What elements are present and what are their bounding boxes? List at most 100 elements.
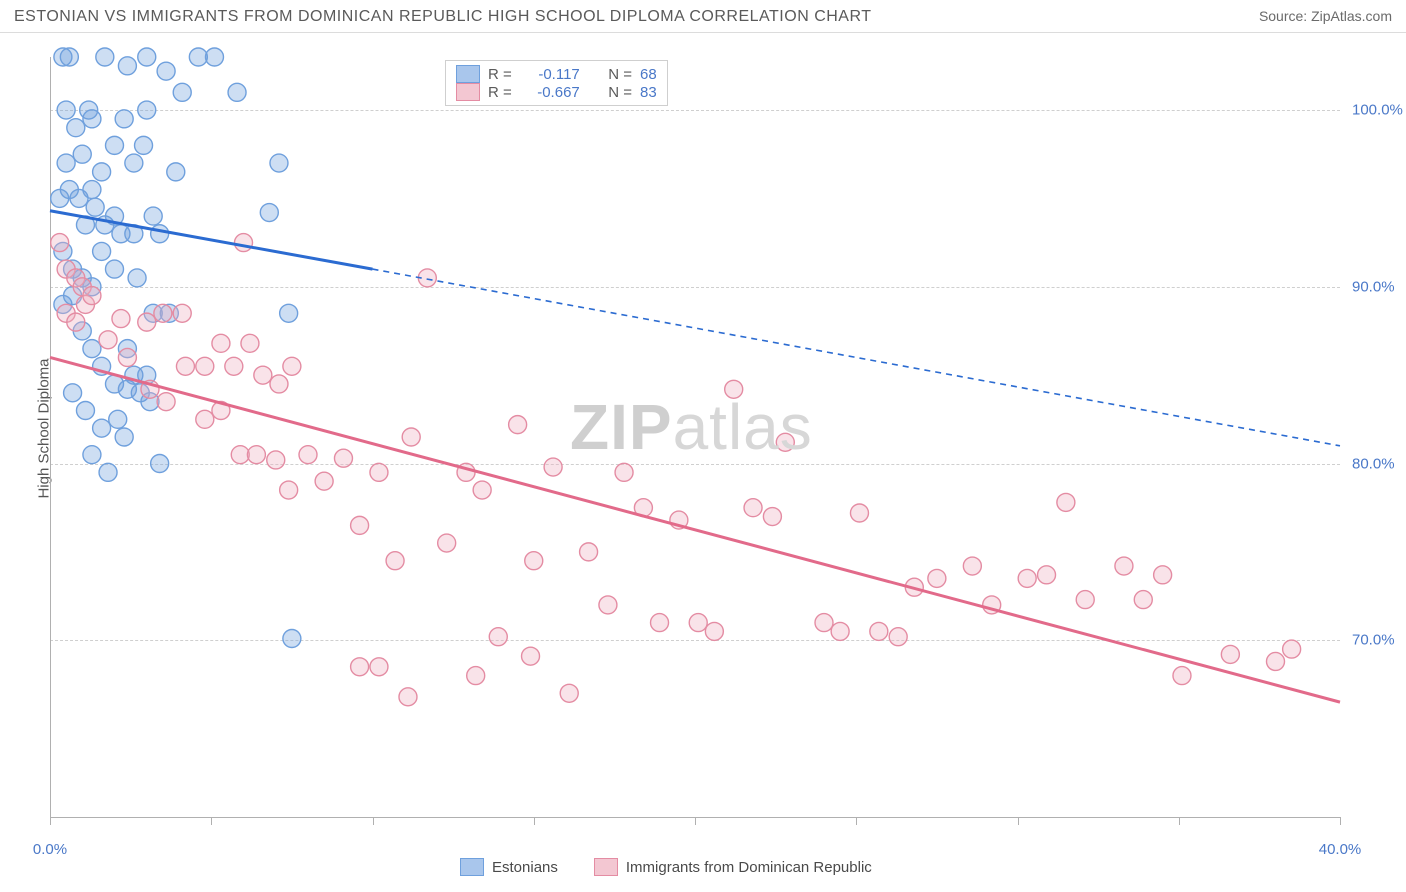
data-point bbox=[196, 410, 214, 428]
data-point bbox=[93, 419, 111, 437]
data-point bbox=[64, 384, 82, 402]
data-point bbox=[93, 163, 111, 181]
data-point bbox=[73, 145, 91, 163]
data-point bbox=[99, 463, 117, 481]
data-point bbox=[763, 508, 781, 526]
data-point bbox=[60, 48, 78, 66]
r-label: R = bbox=[488, 66, 512, 83]
x-tick bbox=[373, 817, 374, 825]
r-value: -0.667 bbox=[520, 84, 580, 101]
data-point bbox=[651, 614, 669, 632]
data-point bbox=[370, 658, 388, 676]
data-point bbox=[76, 401, 94, 419]
series-legend-item: Estonians bbox=[460, 858, 558, 876]
data-point bbox=[525, 552, 543, 570]
y-tick-label: 100.0% bbox=[1352, 102, 1403, 119]
series-legend-label: Immigrants from Dominican Republic bbox=[626, 859, 872, 876]
data-point bbox=[831, 622, 849, 640]
data-point bbox=[509, 416, 527, 434]
data-point bbox=[57, 101, 75, 119]
data-point bbox=[1283, 640, 1301, 658]
data-point bbox=[83, 340, 101, 358]
data-point bbox=[544, 458, 562, 476]
y-tick-label: 90.0% bbox=[1352, 278, 1395, 295]
data-point bbox=[522, 647, 540, 665]
data-point bbox=[351, 516, 369, 534]
data-point bbox=[196, 357, 214, 375]
data-point bbox=[57, 154, 75, 172]
data-point bbox=[280, 481, 298, 499]
correlation-legend-row: R = -0.667 N = 83 bbox=[456, 83, 657, 101]
data-point bbox=[283, 357, 301, 375]
data-point bbox=[1267, 652, 1285, 670]
data-point bbox=[438, 534, 456, 552]
data-point bbox=[402, 428, 420, 446]
x-tick-label: 40.0% bbox=[1319, 841, 1362, 858]
data-point bbox=[889, 628, 907, 646]
data-point bbox=[580, 543, 598, 561]
trend-line bbox=[50, 357, 1340, 702]
data-point bbox=[1154, 566, 1172, 584]
data-point bbox=[176, 357, 194, 375]
data-point bbox=[1134, 591, 1152, 609]
data-point bbox=[1018, 569, 1036, 587]
n-label: N = bbox=[608, 66, 632, 83]
data-point bbox=[560, 684, 578, 702]
data-point bbox=[106, 260, 124, 278]
data-point bbox=[67, 119, 85, 137]
data-point bbox=[135, 136, 153, 154]
data-point bbox=[1115, 557, 1133, 575]
x-tick bbox=[211, 817, 212, 825]
data-point bbox=[128, 269, 146, 287]
data-point bbox=[225, 357, 243, 375]
data-point bbox=[235, 234, 253, 252]
data-point bbox=[615, 463, 633, 481]
data-point bbox=[815, 614, 833, 632]
data-point bbox=[315, 472, 333, 490]
data-point bbox=[247, 446, 265, 464]
data-point bbox=[67, 313, 85, 331]
data-point bbox=[689, 614, 707, 632]
source-attribution: Source: ZipAtlas.com bbox=[1259, 8, 1392, 24]
data-point bbox=[467, 667, 485, 685]
data-point bbox=[115, 110, 133, 128]
chart-container: ESTONIAN VS IMMIGRANTS FROM DOMINICAN RE… bbox=[0, 0, 1406, 892]
data-point bbox=[212, 334, 230, 352]
x-tick-label: 0.0% bbox=[33, 841, 67, 858]
data-point bbox=[151, 455, 169, 473]
n-value: 68 bbox=[640, 66, 657, 83]
data-point bbox=[138, 101, 156, 119]
data-point bbox=[118, 57, 136, 75]
data-point bbox=[51, 234, 69, 252]
data-point bbox=[83, 181, 101, 199]
data-point bbox=[112, 310, 130, 328]
data-point bbox=[1038, 566, 1056, 584]
data-point bbox=[370, 463, 388, 481]
data-point bbox=[189, 48, 207, 66]
data-point bbox=[599, 596, 617, 614]
data-point bbox=[109, 410, 127, 428]
x-tick bbox=[534, 817, 535, 825]
data-point bbox=[154, 304, 172, 322]
chart-title: ESTONIAN VS IMMIGRANTS FROM DOMINICAN RE… bbox=[14, 8, 872, 26]
r-label: R = bbox=[488, 84, 512, 101]
data-point bbox=[1076, 591, 1094, 609]
data-point bbox=[173, 304, 191, 322]
scatter-svg bbox=[50, 57, 1340, 817]
data-point bbox=[473, 481, 491, 499]
data-point bbox=[1057, 493, 1075, 511]
data-point bbox=[99, 331, 117, 349]
data-point bbox=[963, 557, 981, 575]
data-point bbox=[776, 433, 794, 451]
data-point bbox=[83, 110, 101, 128]
data-point bbox=[928, 569, 946, 587]
data-point bbox=[86, 198, 104, 216]
x-tick bbox=[1179, 817, 1180, 825]
data-point bbox=[106, 136, 124, 154]
data-point bbox=[138, 313, 156, 331]
x-tick bbox=[1340, 817, 1341, 825]
data-point bbox=[118, 348, 136, 366]
x-tick bbox=[695, 817, 696, 825]
data-point bbox=[334, 449, 352, 467]
y-tick-label: 70.0% bbox=[1352, 632, 1395, 649]
